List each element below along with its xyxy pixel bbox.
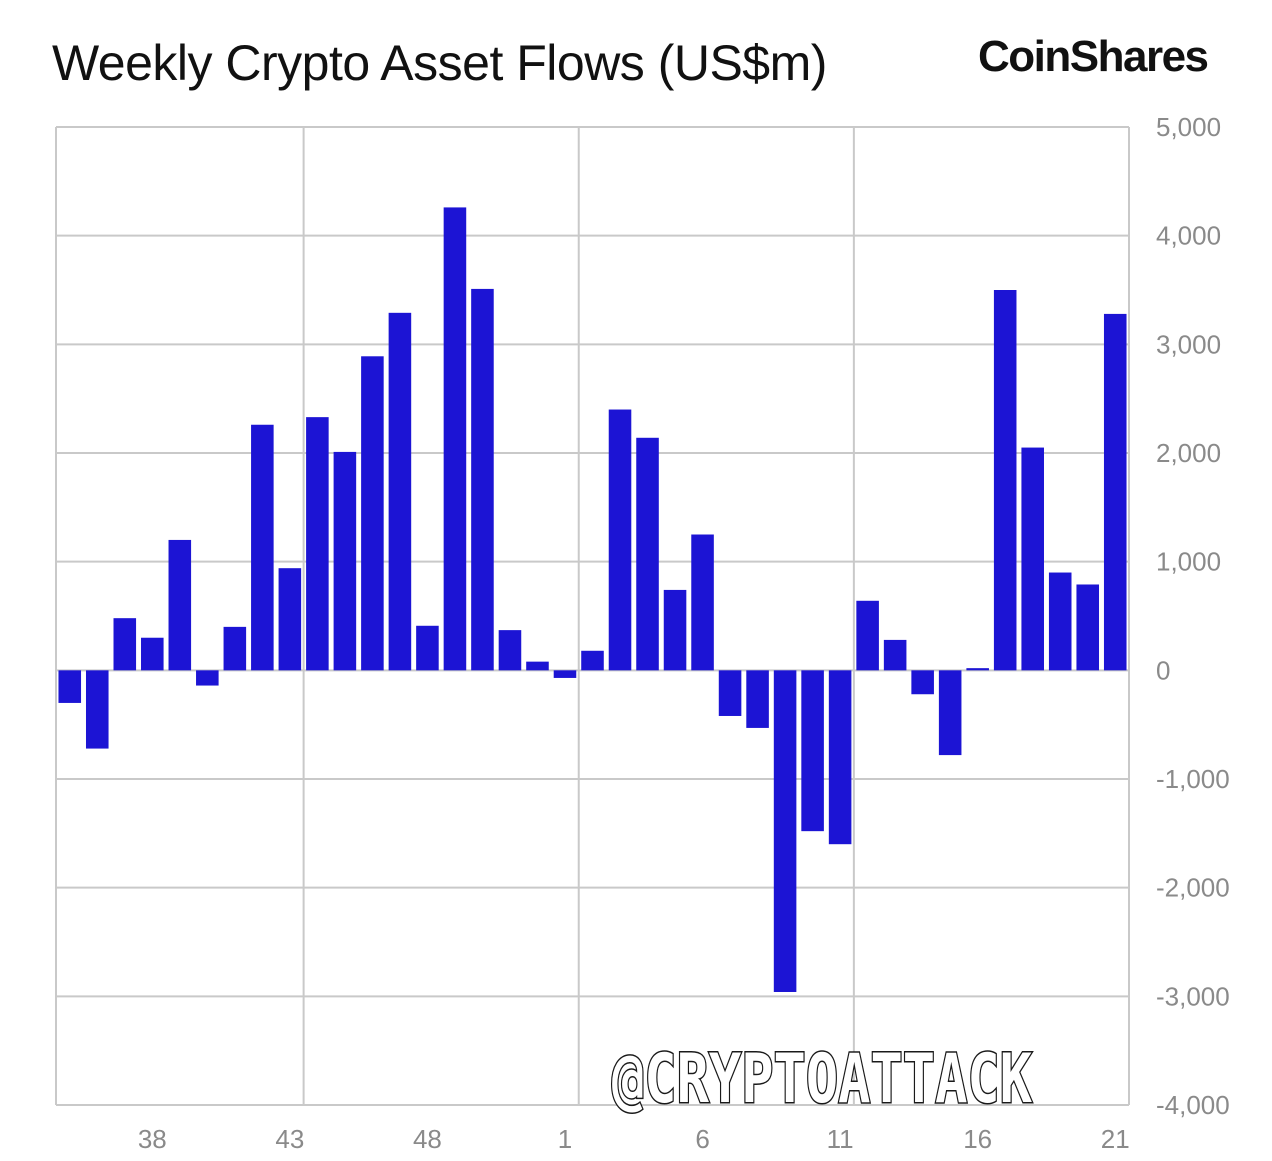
y-axis-labels: 5,000 4,000 3,000 2,000 1,000 0 -1,000 -2,000 -3… xyxy=(1156,112,1230,1120)
x-tick-label: 21 xyxy=(1101,1124,1130,1154)
bar xyxy=(141,637,164,671)
y-tick-label: 5,000 xyxy=(1156,112,1221,142)
bar xyxy=(306,417,329,671)
x-tick-label: 48 xyxy=(413,1124,442,1154)
bar xyxy=(498,630,522,671)
bar xyxy=(223,626,247,671)
bar xyxy=(416,625,439,671)
bar xyxy=(1076,584,1100,671)
y-tick-label: 0 xyxy=(1156,655,1170,685)
bar xyxy=(993,290,1017,671)
y-tick-label: -4,000 xyxy=(1156,1090,1230,1120)
grid xyxy=(55,126,1130,1106)
bar xyxy=(856,600,879,671)
bar xyxy=(966,668,989,671)
bar xyxy=(801,670,824,832)
bar xyxy=(1048,572,1072,671)
x-tick-label: 38 xyxy=(138,1124,167,1154)
watermark: @CRYPTOATTACK xyxy=(611,1039,1034,1121)
watermark-text: @CRYPTOATTACK xyxy=(612,1040,1032,1119)
y-tick-label: 1,000 xyxy=(1156,547,1221,577)
y-tick-label: -2,000 xyxy=(1156,873,1230,903)
bar xyxy=(828,670,852,845)
x-tick-label: 16 xyxy=(963,1124,992,1154)
bar xyxy=(333,451,357,671)
bar xyxy=(168,539,192,671)
bar xyxy=(581,650,604,671)
bar xyxy=(58,670,82,703)
bar xyxy=(471,288,494,671)
x-tick-label: 43 xyxy=(275,1124,304,1154)
bar xyxy=(911,670,934,695)
bar xyxy=(196,670,219,686)
bar xyxy=(1021,447,1044,671)
x-axis-labels: 38 43 48 1 6 11 16 21 xyxy=(138,1124,1130,1154)
bar xyxy=(883,639,907,671)
y-tick-label: -3,000 xyxy=(1156,981,1230,1011)
y-tick-label: 4,000 xyxy=(1156,221,1221,251)
x-tick-label: 1 xyxy=(558,1124,572,1154)
y-tick-label: -1,000 xyxy=(1156,764,1230,794)
chart-title: Weekly Crypto Asset Flows (US$m) xyxy=(52,35,827,91)
bar xyxy=(718,670,742,716)
bars xyxy=(58,207,1127,992)
bar xyxy=(251,424,274,671)
bar xyxy=(1103,313,1127,671)
bar xyxy=(691,534,714,671)
bar xyxy=(663,589,687,671)
bar xyxy=(938,670,962,756)
x-tick-label: 6 xyxy=(695,1124,709,1154)
bar xyxy=(278,568,302,671)
bar xyxy=(746,670,769,728)
x-tick-label: 11 xyxy=(827,1124,854,1154)
brand-logo: CoinShares xyxy=(978,32,1209,81)
bar xyxy=(608,409,632,671)
bar xyxy=(773,670,797,992)
bar xyxy=(388,312,412,671)
y-tick-label: 3,000 xyxy=(1156,329,1221,359)
bar xyxy=(443,207,467,671)
bar xyxy=(85,670,109,749)
bar xyxy=(636,437,659,671)
bar xyxy=(553,670,577,678)
bar xyxy=(526,661,549,671)
bar xyxy=(113,618,137,671)
y-tick-label: 2,000 xyxy=(1156,438,1221,468)
bar xyxy=(361,356,384,671)
